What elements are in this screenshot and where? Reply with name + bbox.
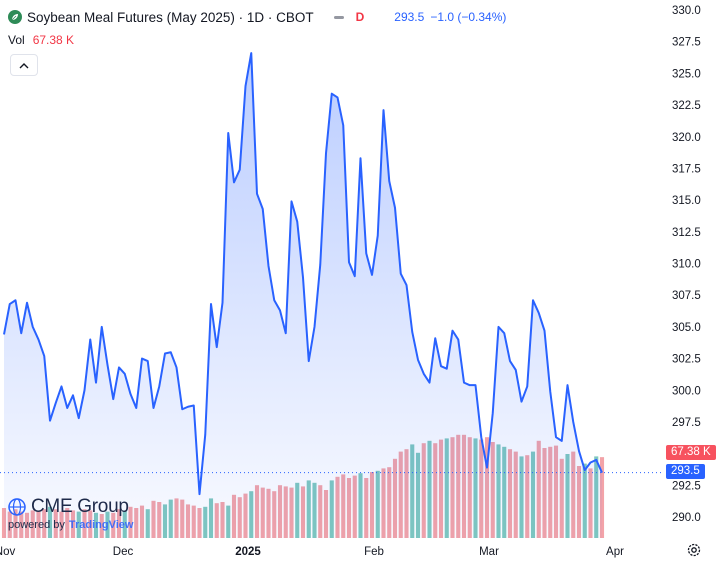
y-tick-label: 327.5 bbox=[672, 37, 701, 49]
y-tick-label: 300.0 bbox=[672, 385, 701, 397]
delayed-status-badge[interactable]: D bbox=[355, 10, 365, 24]
cme-globe-icon bbox=[8, 498, 26, 516]
volume-label: Vol bbox=[8, 33, 25, 47]
y-tick-label: 310.0 bbox=[672, 259, 701, 271]
price-line bbox=[3, 52, 603, 496]
chart-legend-header: Soybean Meal Futures (May 2025) · 1D · C… bbox=[8, 7, 506, 27]
watermark-powered-by: powered by bbox=[8, 519, 65, 531]
watermark-brand: CME Group bbox=[31, 496, 129, 517]
symbol-title[interactable]: Soybean Meal Futures (May 2025) · 1D · C… bbox=[27, 9, 314, 25]
volume-legend: Vol 67.38 K bbox=[8, 33, 74, 47]
y-tick-label: 290.0 bbox=[672, 512, 701, 524]
last-price-value: 293.5 bbox=[394, 10, 425, 24]
last-price-badge: 293.5 bbox=[666, 464, 705, 479]
x-tick-label: Feb bbox=[364, 546, 384, 558]
y-tick-label: 302.5 bbox=[672, 354, 701, 366]
time-axis[interactable]: Nov Dec 2025 Feb Mar Apr bbox=[0, 546, 624, 558]
collapse-legend-button[interactable] bbox=[10, 54, 38, 76]
y-tick-label: 320.0 bbox=[672, 132, 701, 144]
x-tick-label: Apr bbox=[606, 546, 624, 558]
x-tick-label: 2025 bbox=[235, 546, 261, 558]
volume-value: 67.38 K bbox=[32, 33, 75, 47]
y-tick-label: 322.5 bbox=[672, 100, 701, 112]
soybean-leaf-icon bbox=[8, 10, 22, 24]
y-tick-label: 307.5 bbox=[672, 290, 701, 302]
price-area-fill bbox=[4, 53, 602, 539]
y-tick-label: 315.0 bbox=[672, 195, 701, 207]
y-tick-label: 305.0 bbox=[672, 322, 701, 334]
y-tick-label: 292.5 bbox=[672, 480, 701, 492]
y-tick-label: 325.0 bbox=[672, 68, 701, 80]
x-tick-label: Nov bbox=[0, 546, 15, 558]
y-tick-label: 330.0 bbox=[672, 5, 701, 17]
settings-gear-icon[interactable] bbox=[686, 542, 702, 558]
price-change-value: −1.0 (−0.34%) bbox=[430, 10, 507, 24]
market-status-dash-icon bbox=[333, 15, 344, 19]
cme-watermark[interactable]: CME Group powered by TradingView bbox=[8, 496, 133, 531]
x-tick-label: Dec bbox=[113, 546, 134, 558]
x-tick-label: Mar bbox=[479, 546, 499, 558]
watermark-tradingview: TradingView bbox=[68, 519, 134, 531]
chevron-up-icon bbox=[19, 62, 29, 68]
y-tick-label: 317.5 bbox=[672, 163, 701, 175]
volume-price-badge: 67.38 K bbox=[666, 445, 716, 460]
y-tick-label: 312.5 bbox=[672, 227, 701, 239]
y-tick-label: 297.5 bbox=[672, 417, 701, 429]
